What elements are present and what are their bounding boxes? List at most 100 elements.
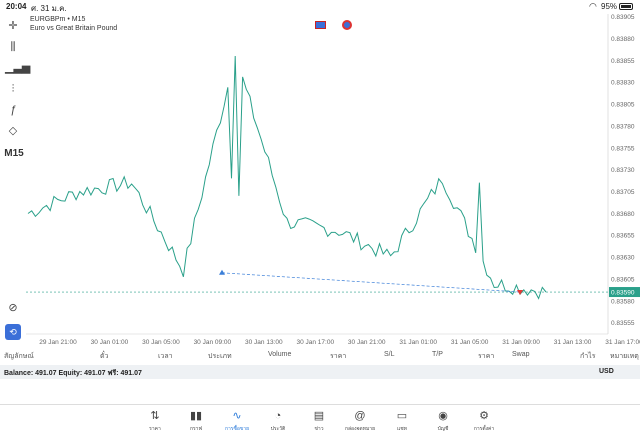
chart-svg: 0.83905 0.83880 0.83855 0.83830 0.83805 0.837… [26, 14, 640, 346]
nav-accounts[interactable]: ◉ บัญชี [425, 409, 461, 433]
col-tp: T/P [432, 351, 443, 358]
nav-label: กล่องจดหมาย [344, 426, 376, 432]
x-tick-label: 31 Jan 13:00 [554, 339, 592, 346]
sell-marker-icon[interactable] [517, 290, 523, 296]
nav-label: แชท [397, 426, 407, 432]
y-axis-ticks: 0.83905 0.83880 0.83855 0.83830 0.83805 0.837… [611, 14, 635, 327]
nav-label: ประวัติ [270, 426, 286, 432]
x-tick-label: 30 Jan 13:00 [245, 339, 283, 346]
x-tick-label: 30 Jan 21:00 [348, 339, 386, 346]
chat-icon: ▭ [396, 410, 408, 422]
nav-chat[interactable]: ▭ แชท [384, 409, 420, 433]
col-volume: Volume [268, 351, 292, 358]
x-tick-label: 31 Jan 09:00 [502, 339, 540, 346]
news-icon: ▤ [313, 410, 325, 422]
y-tick-label: 0.83630 [611, 255, 635, 262]
col-price: ราคา [330, 353, 347, 360]
col-ticket: ตั๋ว [100, 353, 109, 360]
x-tick-label: 29 Jan 21:00 [39, 339, 77, 346]
y-tick-label: 0.83830 [611, 80, 635, 87]
price-line: 0.83590 [26, 55, 640, 300]
oneclick-icon[interactable]: ⟲ [5, 324, 21, 340]
y-tick-label: 0.83605 [611, 276, 635, 283]
bars-icon[interactable]: ▁▃▅ [5, 62, 31, 74]
sliders-icon[interactable]: ⫶ [11, 83, 15, 95]
gear-icon: ⚙ [479, 410, 489, 422]
crosshair-icon[interactable]: ✛ [8, 20, 18, 32]
col-sl: S/L [384, 351, 395, 358]
clock: 20:04 [6, 2, 27, 11]
x-tick-label: 31 Jan 05:00 [451, 339, 489, 346]
current-price-label: 0.83590 [611, 290, 635, 297]
nav-label: บัญชี [437, 426, 449, 432]
y-tick-label: 0.83805 [611, 102, 635, 109]
price-chart[interactable]: 0.83905 0.83880 0.83855 0.83830 0.83805 0.837… [26, 14, 640, 349]
nav-label: กราฟ [189, 426, 203, 432]
symbol-title: EURGBPm • M15 [30, 16, 86, 23]
function-icon[interactable]: ƒ [9, 104, 17, 116]
y-tick-label: 0.83780 [611, 123, 635, 130]
col-swap: Swap [512, 351, 530, 358]
account-summary: Balance: 491.07 Equity: 491.07 ฟรี: 491.… [0, 365, 640, 379]
y-tick-label: 0.83705 [611, 189, 635, 196]
account-currency: USD [599, 368, 614, 375]
y-tick-label: 0.83755 [611, 145, 635, 152]
trade-nav-icon: ∿ [232, 410, 242, 422]
nav-history[interactable]: ◔ ประวัติ [260, 409, 296, 433]
trade-connector-line [221, 272, 521, 293]
symbol-description: Euro vs Great Britain Pound [30, 25, 118, 32]
current-price-badge [609, 287, 640, 298]
x-tick-label: 31 Jan 01:00 [399, 339, 437, 346]
candles-icon[interactable]: ⫼ [10, 41, 16, 53]
history-icon: ◔ [274, 410, 282, 422]
balance-line: Balance: 491.07 Equity: 491.07 ฟรี: 491.… [4, 370, 142, 377]
nav-mailbox[interactable]: @ กล่องจดหมาย [342, 409, 378, 433]
date: ศ. 31 ม.ค. [31, 4, 67, 13]
col-type: ประเภท [208, 353, 232, 360]
col-price-current: ราคา [478, 353, 495, 360]
bottom-nav: ⇅ ราคา ▮▮ กราฟ ∿ การซื้อขาย ◔ ประวัติ ▤ ข่าว … [0, 404, 640, 447]
nav-quotes[interactable]: ⇅ ราคา [137, 409, 173, 433]
y-tick-label: 0.83555 [611, 320, 635, 327]
nav-label: การตั้งค่า [473, 426, 495, 432]
nav-news[interactable]: ▤ ข่าว [301, 409, 337, 433]
trade-columns: สัญลักษณ์ ตั๋ว เวลา ประเภท Volume ราคา S… [0, 349, 640, 362]
x-tick-label: 30 Jan 05:00 [142, 339, 180, 346]
x-tick-label: 31 Jan 17:00 [605, 339, 640, 346]
x-axis-ticks: 29 Jan 21:00 30 Jan 01:00 30 Jan 05:00 30 J… [39, 339, 640, 346]
col-comment: หมายเหตุ [610, 353, 639, 360]
x-tick-label: 30 Jan 09:00 [194, 339, 232, 346]
wifi-icon: ◠ [589, 1, 597, 11]
status-bar: 20:04 ศ. 31 ม.ค. ◠ 95% [0, 0, 640, 14]
y-tick-label: 0.83680 [611, 211, 635, 218]
nav-chart[interactable]: ▮▮ กราฟ [178, 409, 214, 433]
chart-toolbar: ✛ ⫼ ▁▃▅ ⫶ ƒ ◇ M15 ⊘ ⟲ [0, 14, 31, 344]
col-profit: กำไร [580, 353, 596, 360]
shapes-icon[interactable]: ◇ [8, 125, 18, 137]
nav-settings[interactable]: ⚙ การตั้งค่า [466, 409, 502, 433]
battery-icon [619, 3, 633, 10]
mail-icon: @ [354, 410, 366, 422]
battery-percent: 95% [601, 2, 618, 11]
x-tick-label: 30 Jan 17:00 [296, 339, 334, 346]
x-tick-label: 30 Jan 01:00 [91, 339, 129, 346]
nav-trade[interactable]: ∿ การซื้อขาย [219, 409, 255, 433]
account-icon: ◉ [438, 410, 448, 422]
timeframe-button[interactable]: M15 [4, 148, 24, 159]
nav-label: การซื้อขาย [224, 426, 250, 432]
price-series-line [27, 55, 547, 300]
col-time: เวลา [158, 353, 173, 360]
buy-marker-icon[interactable] [219, 269, 225, 275]
flag-gb-icon [315, 21, 326, 29]
col-symbol: สัญลักษณ์ [4, 353, 34, 360]
y-tick-label: 0.83655 [611, 233, 635, 240]
nav-label: ราคา [149, 426, 161, 432]
y-tick-label: 0.83730 [611, 167, 635, 174]
flag-eu-icon [342, 20, 352, 30]
nav-label: ข่าว [314, 426, 324, 432]
y-tick-label: 0.83905 [611, 14, 635, 21]
quotes-icon: ⇅ [150, 410, 160, 422]
trade-icon[interactable]: ⊘ [8, 302, 18, 314]
y-tick-label: 0.83880 [611, 36, 635, 43]
chart-icon: ▮▮ [189, 410, 203, 422]
